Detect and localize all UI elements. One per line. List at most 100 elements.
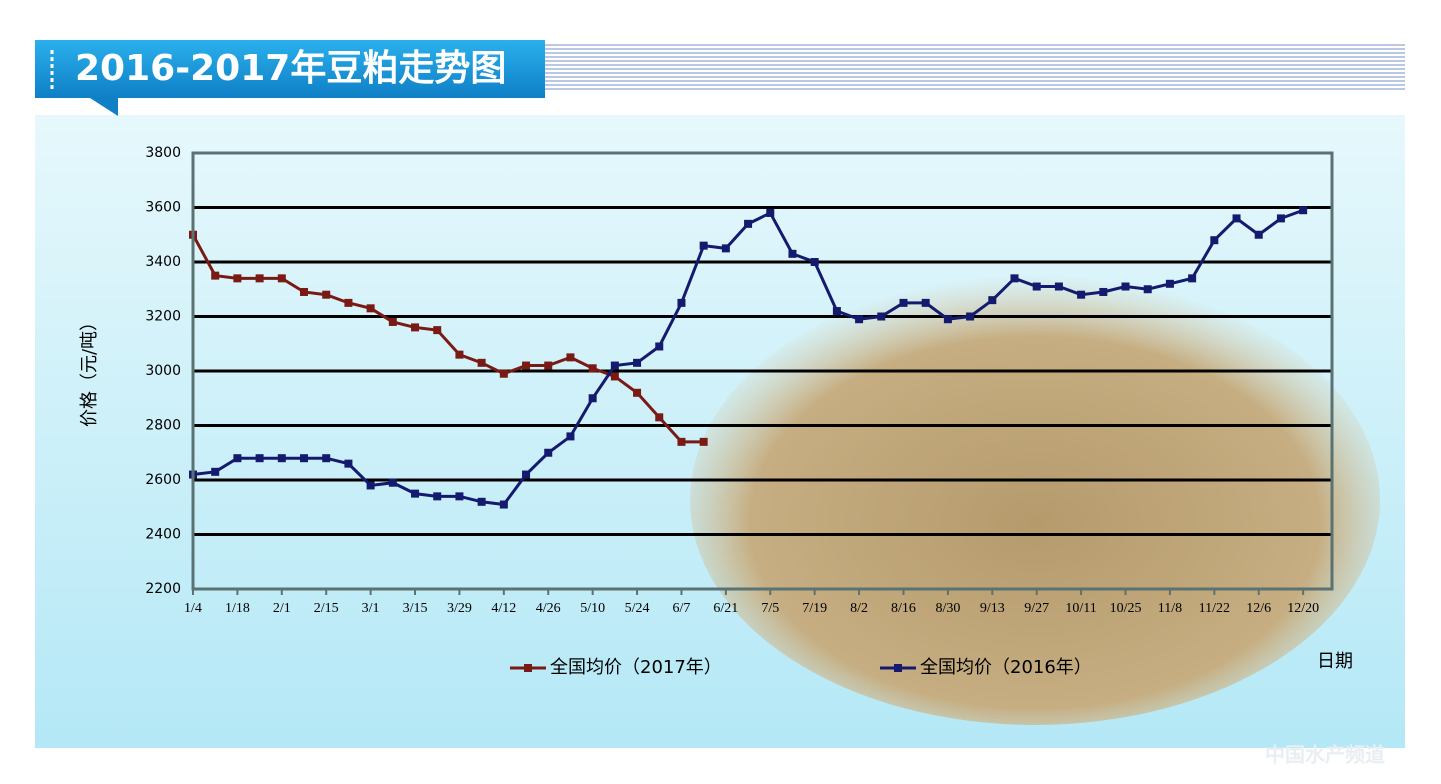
point: [522, 470, 531, 479]
point: [1143, 285, 1152, 294]
legend-marker: [524, 664, 532, 672]
point: [477, 358, 486, 367]
point: [544, 448, 553, 457]
point: [1077, 290, 1086, 299]
point: [255, 274, 264, 283]
point: [522, 361, 531, 370]
point: [322, 290, 331, 299]
x-tick-label: 9/13: [980, 601, 1005, 616]
point: [677, 437, 686, 446]
x-tick-label: 8/2: [850, 601, 868, 616]
point: [433, 492, 442, 501]
point: [411, 323, 420, 332]
point: [211, 467, 220, 476]
y-tick-label: 3800: [145, 145, 181, 161]
point: [366, 481, 375, 490]
x-tick-label: 10/11: [1065, 601, 1096, 616]
banner-stripes: [545, 44, 1405, 92]
point: [699, 241, 708, 250]
point: [966, 312, 975, 321]
banner-tail: [90, 98, 118, 116]
legend-label: 全国均价（2016年）: [920, 657, 1092, 678]
x-tick-label: 6/21: [713, 601, 738, 616]
y-tick-label: 3600: [145, 200, 181, 216]
point: [744, 219, 753, 228]
x-tick-label: 5/10: [580, 601, 605, 616]
point: [366, 304, 375, 313]
point: [233, 274, 242, 283]
point: [255, 454, 264, 463]
x-tick-label: 6/7: [673, 601, 691, 616]
point: [610, 372, 619, 381]
x-tick-label: 12/6: [1246, 601, 1271, 616]
point: [544, 361, 553, 370]
point: [233, 454, 242, 463]
y-axis-label: 价格（元/吨）: [79, 313, 100, 427]
x-tick-label: 4/12: [491, 601, 516, 616]
x-tick-label: 8/16: [891, 601, 916, 616]
point: [588, 394, 597, 403]
watermark: 中国水产频道: [1265, 743, 1385, 767]
y-tick-label: 3000: [145, 363, 181, 379]
point: [1276, 214, 1285, 223]
plot-frame: [191, 151, 1334, 591]
x-tick-label: 8/30: [935, 601, 960, 616]
point: [1188, 274, 1197, 283]
point: [810, 258, 819, 266]
x-tick-label: 9/27: [1024, 601, 1049, 616]
point: [344, 298, 353, 307]
x-tick-label: 12/20: [1287, 601, 1319, 616]
point: [388, 317, 397, 326]
point: [477, 497, 486, 506]
y-tick-label: 3200: [145, 309, 181, 325]
x-tick-label: 11/22: [1199, 601, 1230, 616]
point: [943, 315, 952, 324]
soybean-meal-image: [690, 275, 1380, 725]
x-tick-label: 5/24: [625, 601, 650, 616]
point: [566, 353, 575, 362]
point: [721, 244, 730, 253]
point: [433, 326, 442, 335]
point: [633, 388, 642, 397]
point: [921, 298, 930, 307]
point: [1232, 214, 1241, 223]
point: [655, 342, 664, 351]
y-tick-label: 3400: [145, 254, 181, 270]
point: [899, 298, 908, 307]
point: [300, 454, 309, 463]
point: [344, 459, 353, 468]
point: [766, 208, 775, 217]
y-tick-label: 2400: [145, 527, 181, 543]
point: [832, 307, 841, 316]
y-tick-label: 2600: [145, 472, 181, 488]
x-tick-label: 3/1: [362, 601, 380, 616]
point: [211, 271, 220, 280]
point: [588, 364, 597, 373]
y-tick-label: 2200: [145, 581, 181, 597]
point: [300, 287, 309, 296]
point: [322, 454, 331, 463]
x-tick-label: 4/26: [536, 601, 561, 616]
chart-title: 2016-2017年豆粕走势图: [75, 48, 506, 89]
point: [988, 296, 997, 305]
x-tick-label: 2/1: [273, 601, 291, 616]
point: [699, 437, 708, 446]
title-banner: [35, 40, 545, 98]
point: [411, 489, 420, 498]
point: [633, 358, 642, 367]
point: [388, 478, 397, 487]
x-tick-label: 3/29: [447, 601, 472, 616]
point: [1165, 279, 1174, 288]
point: [1099, 287, 1108, 296]
point: [499, 369, 508, 378]
point: [1121, 282, 1130, 291]
point: [1299, 206, 1308, 215]
x-tick-label: 2/15: [314, 601, 339, 616]
x-tick-label: 1/18: [225, 601, 250, 616]
x-tick-label: 7/5: [761, 601, 779, 616]
point: [566, 432, 575, 441]
point: [1054, 282, 1063, 291]
x-tick-label: 10/25: [1110, 601, 1142, 616]
legend-marker: [894, 664, 902, 672]
